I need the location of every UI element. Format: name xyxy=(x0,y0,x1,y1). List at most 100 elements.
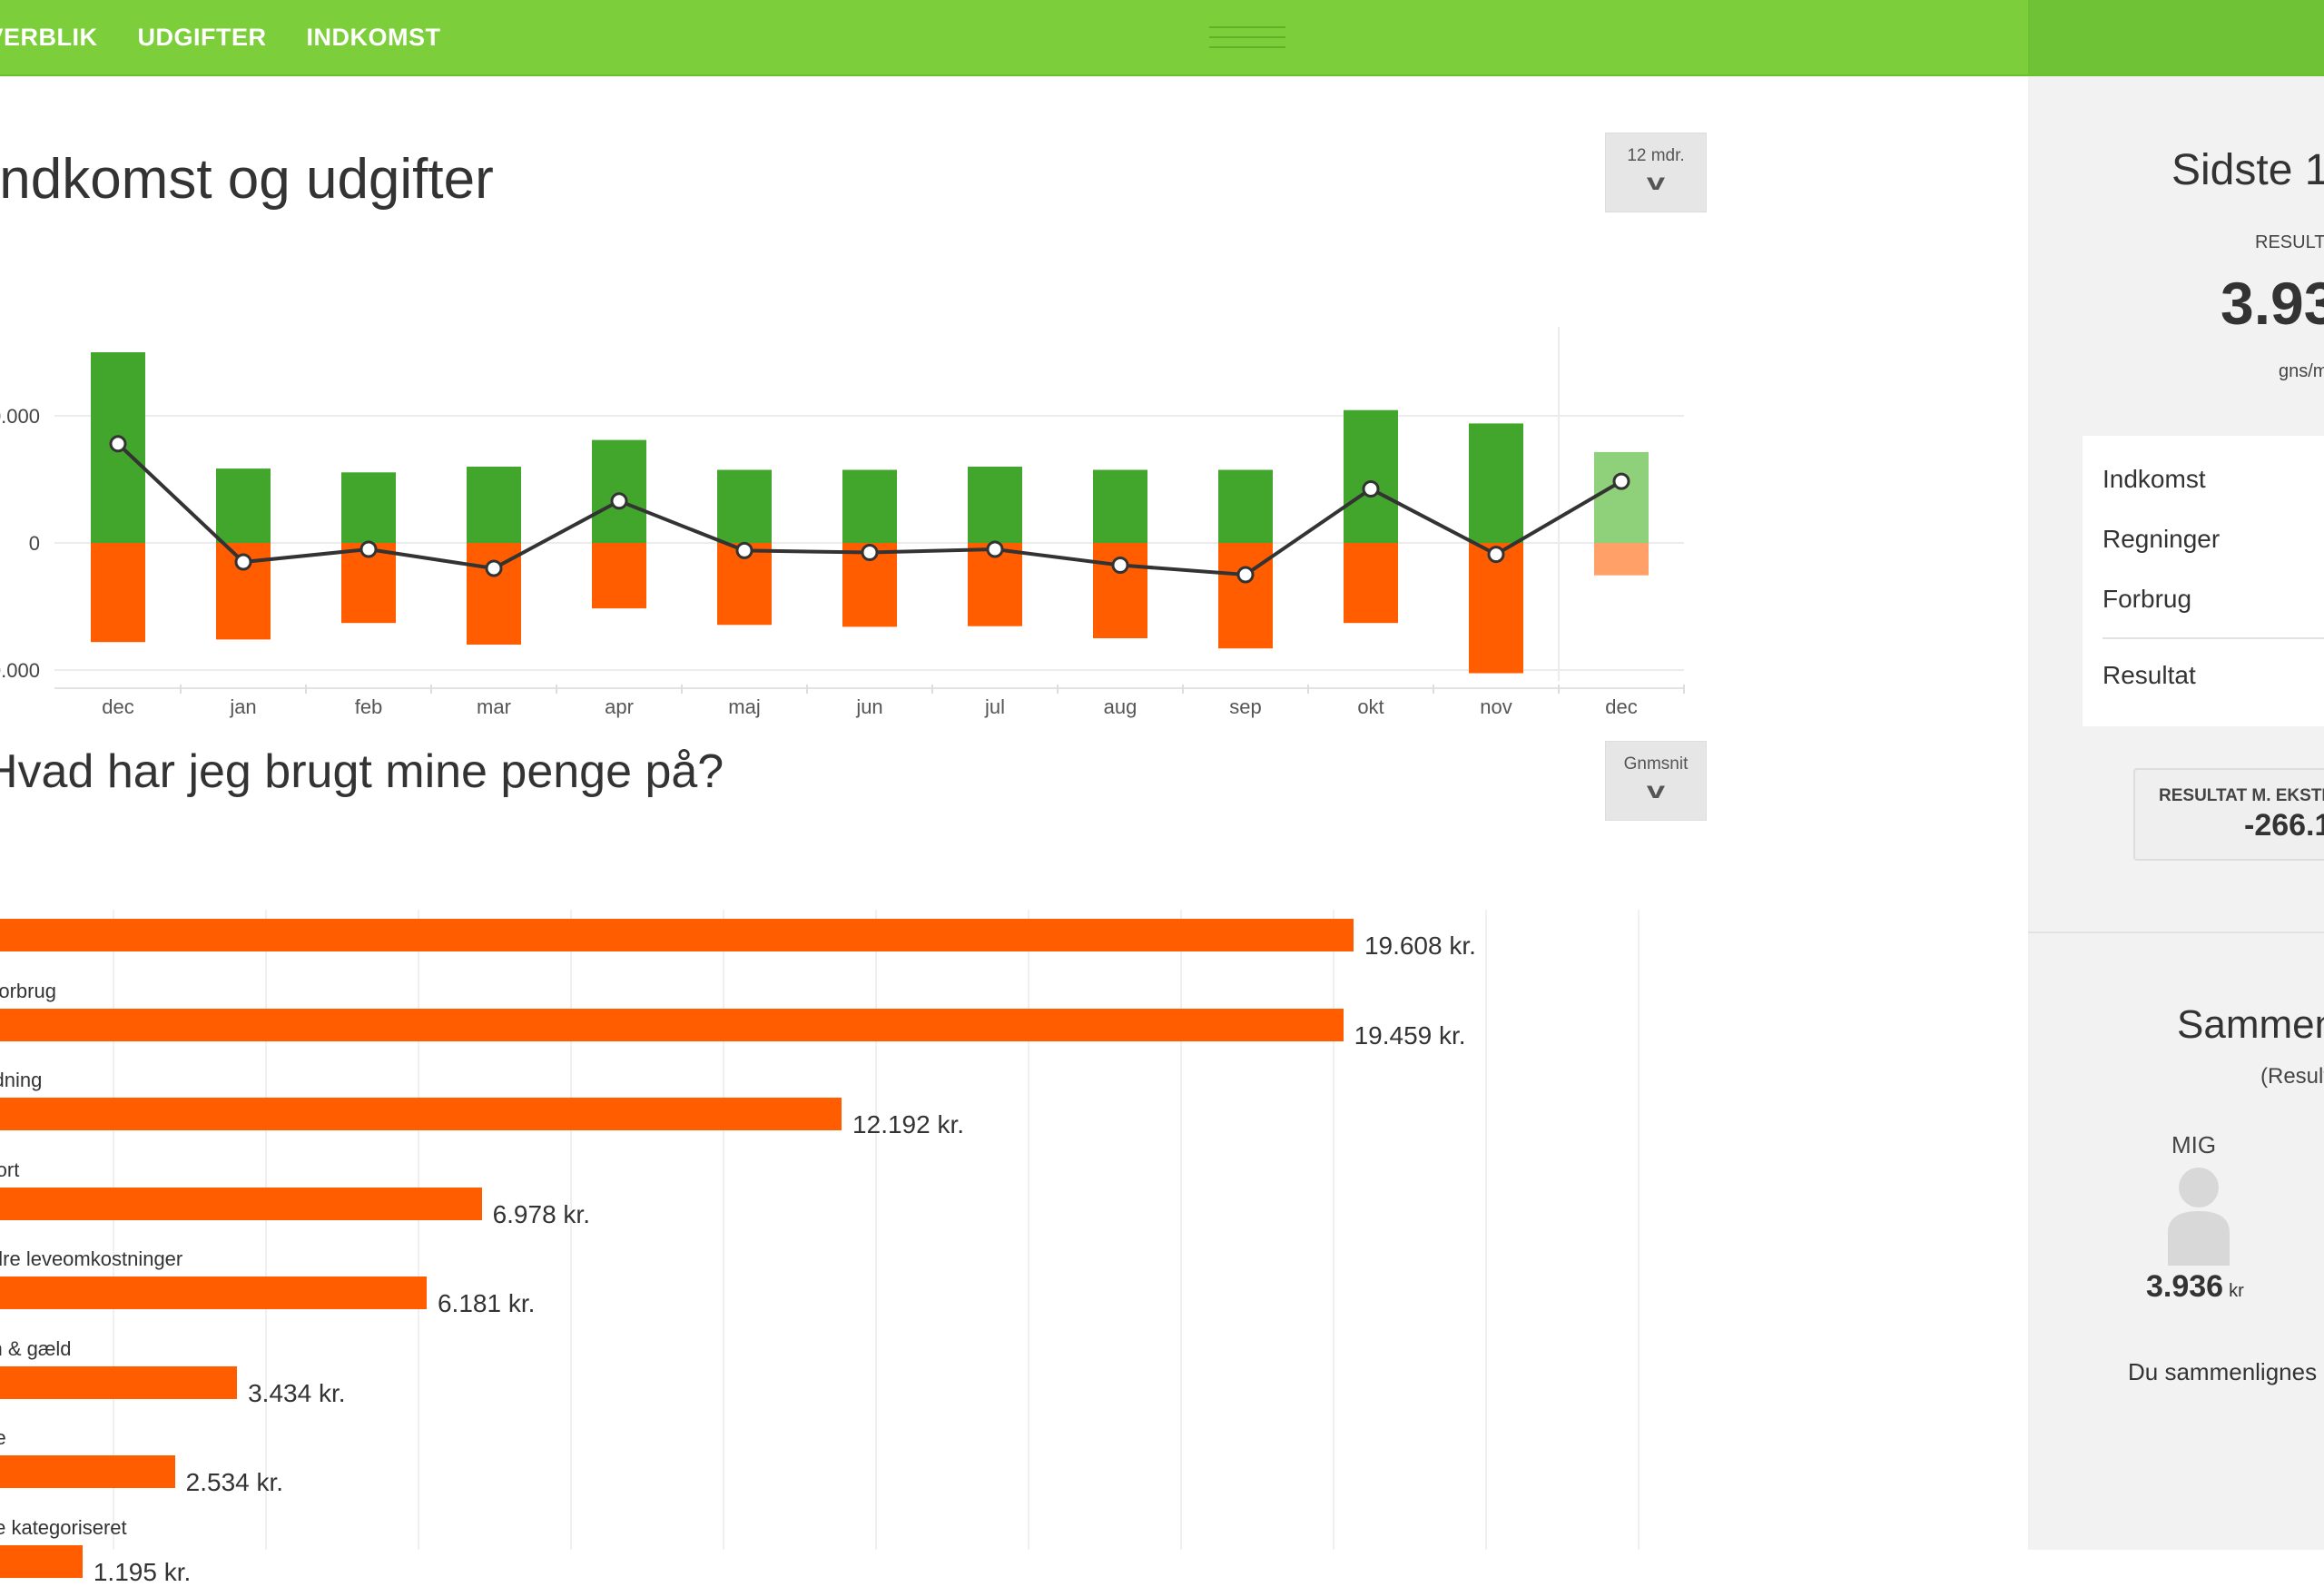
top-navigation-bar: OVERBLIK UDGIFTER INDKOMST xyxy=(0,0,2324,76)
me-value-unit: kr xyxy=(2229,1281,2244,1301)
result-extra-label: RESULTAT M. EKSTRA xyxy=(2159,786,2324,805)
income-expense-chart: 20.000 0 -20.000 dec jan feb mar apr maj jun jul au… xyxy=(0,327,1685,718)
spending-grid-line xyxy=(418,910,419,1550)
sidebar-divider xyxy=(2028,932,2324,933)
income-bar[interactable] xyxy=(1469,423,1523,543)
result-point[interactable] xyxy=(234,553,252,571)
result-point[interactable] xyxy=(109,435,127,453)
result-label: RESULTAT xyxy=(2255,232,2324,252)
income-bar[interactable] xyxy=(842,469,897,544)
expense-bar[interactable] xyxy=(592,543,646,609)
spending-category-label: Privatforbrug xyxy=(0,979,56,1002)
income-y-tick: -20.000 xyxy=(0,659,40,682)
spending-value-label: 19.459 kr. xyxy=(1354,1020,1466,1050)
spending-grid-line xyxy=(1028,910,1029,1550)
income-bar[interactable] xyxy=(1594,451,1649,543)
spending-grid-line xyxy=(1333,910,1334,1550)
compare-note: Du sammenlignes xyxy=(2128,1358,2318,1385)
spending-bar[interactable] xyxy=(0,1098,842,1130)
spending-grid xyxy=(0,837,1652,1550)
result-point[interactable] xyxy=(610,492,628,510)
spending-bar[interactable] xyxy=(0,1365,238,1399)
summary-sidebar: Sidste 12 RESULTAT 3.936 gns/md. Indkoms… xyxy=(2028,76,2324,1550)
result-point[interactable] xyxy=(1362,480,1380,498)
summary-row-resultat: Resultat xyxy=(2102,661,2196,689)
spending-category-label: Andre leveomkostninger xyxy=(0,1247,183,1270)
spending-grid-line xyxy=(1180,910,1182,1550)
menu-icon[interactable] xyxy=(1209,26,1285,48)
result-point[interactable] xyxy=(735,541,753,559)
result-value: 3.936 xyxy=(2221,270,2324,337)
income-bar[interactable] xyxy=(968,467,1022,543)
income-bar[interactable] xyxy=(717,469,772,544)
result-point[interactable] xyxy=(359,540,378,558)
income-bar[interactable] xyxy=(1093,469,1147,544)
income-bar[interactable] xyxy=(341,472,396,543)
sidebar-title: Sidste 12 xyxy=(2171,146,2324,194)
compare-title: Sammenlign xyxy=(2177,1002,2324,1047)
spending-grid-line xyxy=(875,910,877,1550)
income-bar[interactable] xyxy=(1218,469,1273,544)
expense-bar[interactable] xyxy=(1469,543,1523,674)
result-extra-button[interactable]: RESULTAT M. EKSTRA -266.1 xyxy=(2133,768,2324,861)
spending-mode-dropdown[interactable]: Gnmsnit v xyxy=(1605,741,1707,821)
spending-category-label: Transport xyxy=(0,1158,20,1181)
month-tick-label: sep xyxy=(1229,695,1261,718)
chevron-down-icon: v xyxy=(1646,168,1666,195)
period-dropdown-label: 12 mdr. xyxy=(1627,146,1685,165)
expense-bar[interactable] xyxy=(1218,543,1273,649)
topbar-right-area xyxy=(2028,0,2324,74)
result-point[interactable] xyxy=(1612,472,1630,490)
spending-value-label: 12.192 kr. xyxy=(852,1110,965,1138)
spending-value-label: 1.195 kr. xyxy=(93,1557,192,1586)
spending-value-label: 6.181 kr. xyxy=(437,1289,536,1317)
month-tick-label: maj xyxy=(728,695,760,718)
compare-subtitle: (Resultat) xyxy=(2260,1064,2324,1089)
nav-tab-overblik[interactable]: OVERBLIK xyxy=(0,23,98,51)
person-avatar-icon xyxy=(2168,1168,2230,1266)
spending-value-label: 19.608 kr. xyxy=(1364,932,1476,960)
month-tick-label: dec xyxy=(102,695,133,718)
income-bar[interactable] xyxy=(216,468,271,543)
month-tick-label: jun xyxy=(855,695,882,718)
spending-bar[interactable] xyxy=(0,1187,482,1220)
month-tick-label: apr xyxy=(605,695,634,718)
expense-bar[interactable] xyxy=(1344,543,1398,624)
avg-label: gns/md. xyxy=(2279,361,2324,381)
summary-row-forbrug: Forbrug xyxy=(2102,585,2192,613)
expense-bar[interactable] xyxy=(91,543,145,643)
result-point[interactable] xyxy=(485,559,503,577)
spending-bar[interactable] xyxy=(0,1008,1344,1041)
income-bar[interactable] xyxy=(467,467,521,543)
result-point[interactable] xyxy=(1111,557,1129,574)
spending-category-label: Husholdning xyxy=(0,1069,43,1091)
month-tick-label: jan xyxy=(229,695,256,718)
month-tick-label: okt xyxy=(1357,695,1384,718)
spending-bar[interactable] xyxy=(0,919,1354,951)
spending-mode-label: Gnmsnit xyxy=(1623,754,1689,774)
result-point[interactable] xyxy=(986,540,1004,558)
chevron-down-icon: v xyxy=(1646,776,1666,803)
expense-bar[interactable] xyxy=(1594,543,1649,576)
result-point[interactable] xyxy=(1487,546,1505,564)
result-point[interactable] xyxy=(861,544,879,561)
spending-bar[interactable] xyxy=(0,1276,427,1309)
month-tick-label: nov xyxy=(1480,695,1512,718)
nav-tab-indkomst[interactable]: INDKOMST xyxy=(306,23,441,51)
period-dropdown[interactable]: 12 mdr. v xyxy=(1605,133,1707,212)
nav-tab-udgifter[interactable]: UDGIFTER xyxy=(137,23,267,51)
month-tick-label: jul xyxy=(984,695,1005,718)
spending-category-label: Ikke kategoriseret xyxy=(0,1515,127,1539)
income-chart-title: Indkomst og udgifter xyxy=(0,148,494,211)
spending-grid-line xyxy=(113,910,114,1550)
spending-category-label: Lån & gæld xyxy=(0,1336,72,1360)
spending-bar[interactable] xyxy=(0,1455,175,1488)
me-value: 3.936 kr xyxy=(2146,1269,2244,1305)
spending-value-label: 6.978 kr. xyxy=(492,1199,590,1228)
income-bar[interactable] xyxy=(1344,409,1398,543)
income-bar[interactable] xyxy=(592,439,646,543)
summary-divider xyxy=(2102,637,2324,639)
main-nav: OVERBLIK UDGIFTER INDKOMST xyxy=(0,0,481,74)
result-point[interactable] xyxy=(1236,566,1255,584)
summary-row-indkomst: Indkomst xyxy=(2102,465,2206,493)
